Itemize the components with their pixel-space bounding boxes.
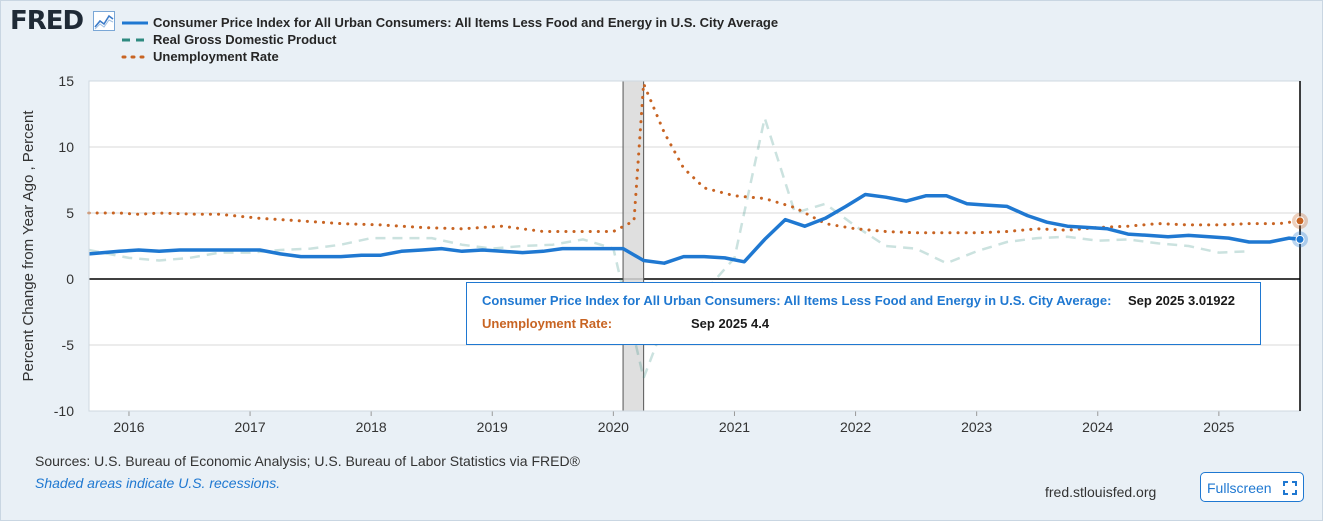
y-axis-label: Percent Change from Year Ago , Percent <box>20 110 37 382</box>
series-line-dashed[interactable] <box>88 116 1250 380</box>
legend-dotted-line-icon <box>121 55 149 59</box>
y-tick-label: 15 <box>58 73 74 89</box>
tooltip-unemployment-value: Sep 2025 4.4 <box>691 316 770 331</box>
plot-area <box>89 81 1300 411</box>
fullscreen-button[interactable]: Fullscreen <box>1200 472 1304 502</box>
legend-solid-line-icon <box>122 21 148 25</box>
legend-label: Real Gross Domestic Product <box>153 32 337 47</box>
x-tick-label: 2017 <box>234 419 265 435</box>
fullscreen-label: Fullscreen <box>1207 480 1272 496</box>
x-tick-label: 2018 <box>356 419 387 435</box>
legend-dashed-line-icon <box>122 38 148 42</box>
y-tick-label: -5 <box>62 337 75 353</box>
x-tick-label: 2016 <box>113 419 144 435</box>
x-tick-label: 2020 <box>598 419 629 435</box>
chart-tooltip: Consumer Price Index for All Urban Consu… <box>466 282 1261 345</box>
tooltip-cpi-label: Consumer Price Index for All Urban Consu… <box>482 293 1112 308</box>
fred-url-link[interactable]: fred.stlouisfed.org <box>1045 484 1157 500</box>
recession-note-link[interactable]: Shaded areas indicate U.S. recessions. <box>35 475 281 491</box>
x-tick-label: 2022 <box>840 419 871 435</box>
y-tick-label: 5 <box>66 205 74 221</box>
y-tick-label: -10 <box>54 403 74 419</box>
hover-point <box>1295 216 1305 226</box>
x-tick-label: 2019 <box>477 419 508 435</box>
hover-point <box>1295 234 1305 244</box>
line-chart-icon <box>93 11 115 31</box>
fullscreen-icon <box>1283 481 1297 495</box>
legend-label: Unemployment Rate <box>153 49 279 64</box>
y-tick-label: 10 <box>58 139 74 155</box>
series-line-solid[interactable] <box>88 192 1301 265</box>
x-tick-label: 2023 <box>961 419 992 435</box>
y-tick-label: 0 <box>66 271 74 287</box>
tooltip-cpi-value: Sep 2025 3.01922 <box>1128 293 1235 308</box>
legend-label: Consumer Price Index for All Urban Consu… <box>153 15 779 30</box>
sources-text: Sources: U.S. Bureau of Economic Analysi… <box>35 453 580 469</box>
tooltip-unemployment-label: Unemployment Rate: <box>482 316 613 331</box>
x-tick-label: 2025 <box>1203 419 1234 435</box>
fred-logo[interactable]: FRED <box>10 6 84 36</box>
x-tick-label: 2021 <box>719 419 750 435</box>
x-tick-label: 2024 <box>1082 419 1113 435</box>
